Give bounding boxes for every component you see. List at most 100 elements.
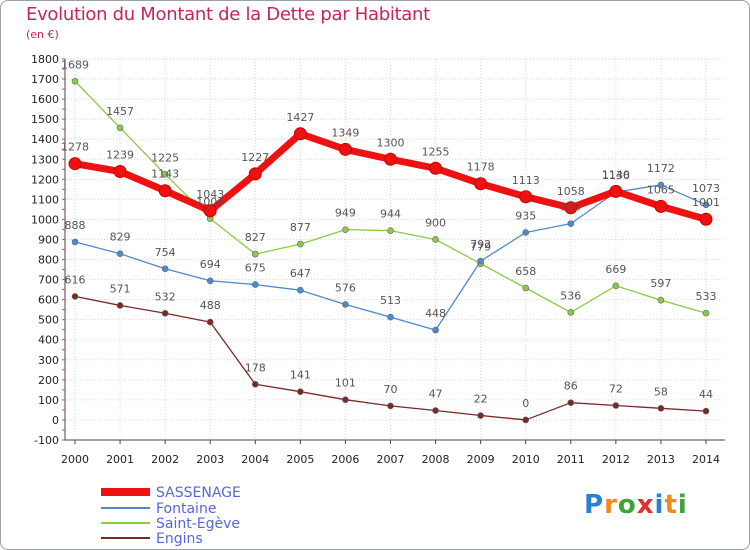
data-label: 1001	[692, 196, 720, 209]
data-point	[338, 142, 352, 156]
data-point	[567, 309, 575, 316]
y-tick-label: 1800	[31, 53, 59, 66]
data-point	[342, 301, 349, 308]
y-tick-label: 300	[38, 354, 59, 367]
data-point	[519, 190, 533, 204]
data-point	[522, 229, 530, 236]
logo-letter: t	[664, 490, 678, 520]
data-label: 1300	[377, 136, 405, 149]
legend-label: Fontaine	[156, 501, 216, 517]
data-label: 1255	[422, 145, 450, 158]
data-point	[474, 177, 488, 191]
data-label: 1227	[241, 151, 269, 164]
data-label: 754	[155, 246, 176, 259]
data-point	[522, 416, 530, 424]
data-point	[432, 326, 439, 334]
x-tick-label: 2000	[61, 453, 89, 466]
data-label: 935	[515, 209, 536, 222]
data-point	[432, 407, 439, 414]
y-tick-label: 700	[38, 274, 59, 287]
data-point	[68, 157, 82, 171]
logo-letter: x	[636, 490, 655, 520]
data-point	[342, 226, 349, 233]
data-point	[657, 296, 665, 304]
data-label: 532	[155, 290, 176, 303]
data-label: 141	[290, 369, 311, 382]
data-point	[702, 309, 710, 317]
x-tick-label: 2011	[557, 453, 585, 466]
data-label: 900	[425, 216, 446, 229]
x-tick-label: 2004	[241, 453, 269, 466]
data-point	[248, 167, 262, 181]
x-tick-label: 2012	[602, 453, 630, 466]
data-point	[387, 227, 394, 234]
y-tick-label: 400	[38, 334, 59, 347]
y-tick-label: 900	[38, 233, 59, 246]
y-tick-label: 800	[38, 254, 59, 267]
data-label: 597	[650, 277, 671, 290]
data-label: 669	[605, 263, 626, 276]
chart-subtitle: (en €)	[26, 28, 59, 41]
data-label: 658	[515, 265, 536, 278]
y-tick-label: 1700	[31, 73, 59, 86]
data-label: 888	[65, 219, 86, 232]
logo-letter: i	[654, 490, 665, 520]
data-label: 576	[335, 281, 356, 294]
data-label: 1058	[557, 185, 585, 198]
data-point	[158, 184, 172, 198]
data-point	[206, 277, 214, 285]
y-tick-label: 1100	[31, 193, 59, 206]
data-label: 536	[560, 289, 581, 302]
data-label: 513	[380, 294, 401, 307]
data-point	[342, 396, 349, 403]
y-tick-label: 0	[52, 414, 59, 427]
data-point	[567, 220, 575, 227]
data-label: 827	[245, 231, 266, 244]
data-point	[206, 318, 214, 326]
data-label: 1225	[151, 151, 179, 164]
legend-label: Engins	[156, 531, 203, 547]
data-point	[116, 302, 124, 309]
data-label: 178	[245, 361, 266, 374]
data-label: 1136	[602, 169, 630, 182]
y-tick-label: 100	[38, 394, 59, 407]
data-label: 1178	[467, 161, 495, 174]
series-saint-eg-ve	[71, 77, 710, 317]
data-point	[113, 164, 127, 178]
data-label: 979	[560, 201, 581, 214]
data-label: 44	[699, 388, 713, 401]
x-tick-label: 2002	[151, 453, 179, 466]
data-label: 829	[110, 231, 131, 244]
x-tick-label: 2006	[331, 453, 359, 466]
proxiti-logo: Proxiti	[584, 490, 688, 520]
data-label: 1073	[692, 182, 720, 195]
series-engins	[71, 293, 710, 424]
logo-letter: o	[617, 490, 637, 520]
data-point	[116, 250, 124, 258]
data-point	[609, 184, 623, 198]
data-point	[71, 238, 79, 246]
logo-letter: i	[677, 490, 688, 520]
data-label: 1239	[106, 148, 134, 161]
data-point	[251, 281, 259, 288]
data-label: 779	[470, 241, 491, 254]
data-point	[71, 77, 79, 85]
data-label: 1113	[512, 174, 540, 187]
y-tick-label: 200	[38, 374, 59, 387]
data-point	[116, 124, 124, 132]
data-point	[612, 282, 620, 290]
data-point	[71, 293, 79, 300]
data-point	[522, 284, 530, 292]
data-label: 1004	[196, 196, 224, 209]
data-point	[384, 152, 397, 166]
data-label: 1043	[196, 188, 224, 201]
data-label: 944	[380, 208, 401, 221]
data-label: 47	[429, 388, 443, 401]
data-label: 86	[564, 380, 578, 393]
logo-letter: r	[604, 490, 618, 520]
series-sassenage	[68, 127, 713, 226]
data-point	[251, 380, 259, 388]
data-point	[387, 313, 394, 321]
